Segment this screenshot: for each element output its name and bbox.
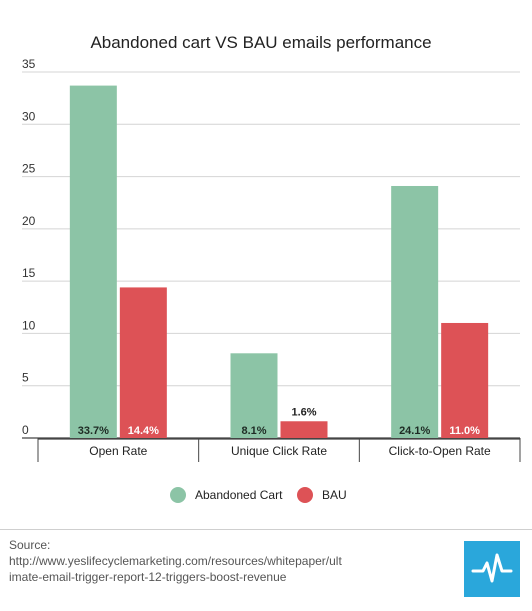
y-tick-label: 5 [22, 371, 29, 385]
legend-swatch [297, 487, 313, 503]
y-tick-label: 0 [22, 423, 29, 437]
y-tick-label: 15 [22, 266, 36, 280]
legend-label: BAU [322, 488, 347, 502]
bar-chart: Abandoned cart VS BAU emails performance… [22, 33, 521, 503]
bars [69, 85, 489, 438]
legend-label: Abandoned Cart [195, 488, 283, 502]
y-tick-label: 10 [22, 318, 36, 332]
chart-title: Abandoned cart VS BAU emails performance [90, 33, 431, 52]
x-tick-label: Open Rate [89, 444, 147, 458]
legend-swatch [170, 487, 186, 503]
pulse-line-icon [464, 541, 520, 597]
source-note: Source: http://www.yeslifecyclemarketing… [9, 537, 409, 585]
footer-divider [0, 529, 532, 530]
data-label: 14.4% [128, 425, 159, 437]
y-tick-label: 20 [22, 214, 36, 228]
source-url-line-2: imate-email-trigger-report-12-triggers-b… [9, 570, 287, 584]
y-tick-label: 35 [22, 57, 36, 71]
bar-abandoned-cart-1 [230, 353, 278, 438]
data-label: 8.1% [241, 425, 266, 437]
data-label: 33.7% [78, 425, 109, 437]
bar-abandoned-cart-2 [391, 185, 439, 438]
bar-bau-1 [280, 421, 328, 438]
bar-bau-2 [441, 322, 489, 438]
source-url-line-1: http://www.yeslifecyclemarketing.com/res… [9, 554, 342, 568]
y-tick-label: 30 [22, 109, 36, 123]
source-label: Source: [9, 538, 51, 552]
x-tick-label: Click-to-Open Rate [389, 444, 491, 458]
data-label: 1.6% [291, 406, 316, 418]
x-tick-label: Unique Click Rate [231, 444, 327, 458]
bar-bau-0 [119, 287, 167, 438]
data-labels: 33.7% 14.4% 8.1% 1.6% 24.1% 11.0% [78, 406, 480, 437]
bar-abandoned-cart-0 [69, 85, 117, 438]
x-axis: Open Rate Unique Click Rate Click-to-Open … [37, 438, 521, 462]
data-label: 11.0% [449, 425, 480, 437]
y-tick-label: 25 [22, 162, 36, 176]
legend: Abandoned Cart BAU [170, 487, 347, 503]
data-label: 24.1% [399, 425, 430, 437]
